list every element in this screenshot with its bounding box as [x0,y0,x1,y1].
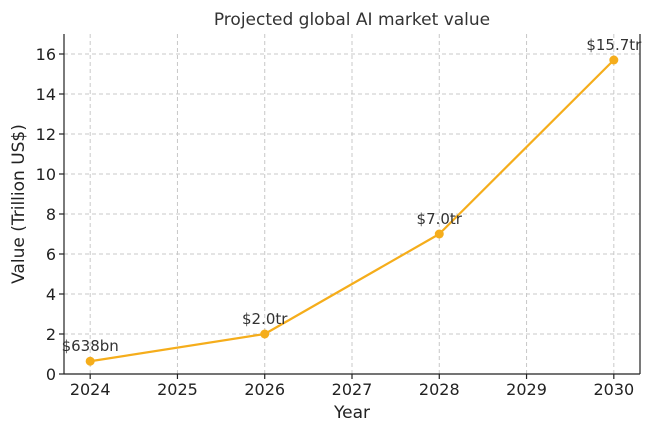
y-axis-label: Value (Trillion US$) [9,124,29,284]
series-line [90,59,615,363]
x-tick-label: 2026 [244,380,285,399]
y-tick-label: 12 [36,125,56,144]
data-label: $7.0tr [417,210,463,228]
x-tick-label: 2029 [506,380,547,399]
y-tick-label: 2 [46,325,56,344]
label-layer: $638bn $2.0tr $7.0tr $15.7tr [62,36,643,355]
x-axis-label: Year [333,403,370,423]
data-point [434,229,444,239]
y-tick-label: 16 [36,45,56,64]
x-tick-label: 2025 [157,380,198,399]
x-tick-label: 2030 [593,380,634,399]
data-point [260,329,270,339]
x-tick-label: 2028 [419,380,460,399]
x-tick-label: 2027 [332,380,373,399]
data-label: $638bn [62,337,119,355]
y-tick-label: 6 [46,245,56,264]
y-tick-label: 14 [36,85,56,104]
data-label: $2.0tr [242,310,288,328]
axes-layer: 2024 2025 2026 2027 2028 2029 2030 0 2 4 6 8 10 12 14 1… [36,34,641,399]
y-tick-label: 0 [46,365,56,384]
y-tick-label: 10 [36,165,56,184]
data-point [85,356,95,366]
y-tick-label: 8 [46,205,56,224]
y-tick-label: 4 [46,285,56,304]
grid-layer [64,34,640,375]
data-point [609,55,619,65]
x-tick-label: 2024 [70,380,111,399]
data-label: $15.7tr [586,36,642,54]
series-layer [85,55,619,366]
chart-title: Projected global AI market value [214,10,490,30]
